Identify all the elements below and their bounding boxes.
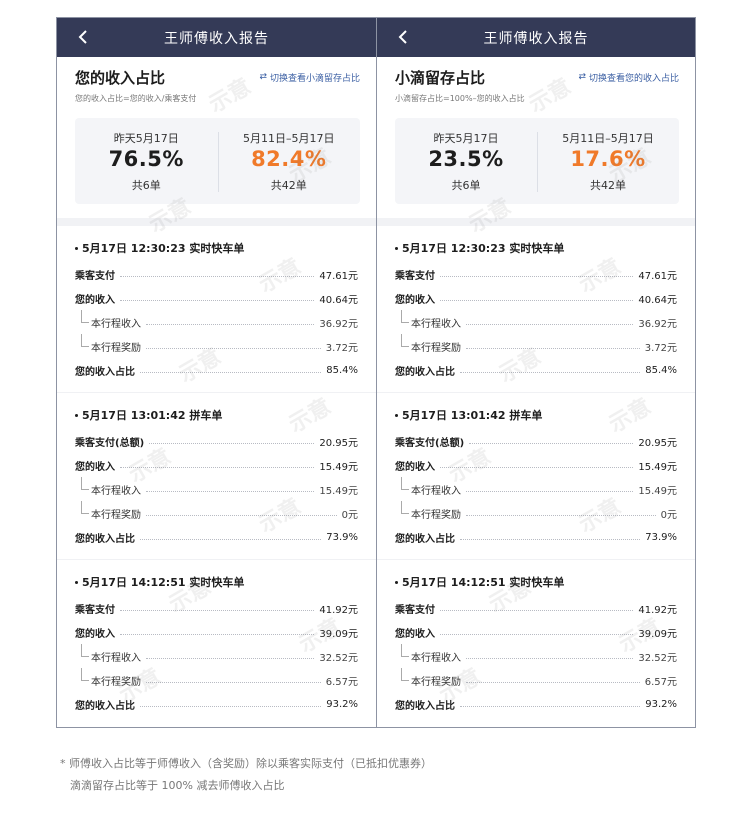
order-list: 5月17日 12:30:23 实时快车单 乘客支付 47.61元 您的收入 40.6… <box>377 226 695 727</box>
row-income: 您的收入 15.49元 <box>75 461 358 473</box>
stat-count: 共6单 <box>131 178 161 192</box>
stat-week: 5月11日–5月17日 17.6% 共42单 <box>537 130 679 193</box>
order-item: 5月17日 12:30:23 实时快车单 乘客支付 47.61元 您的收入 40.6… <box>377 226 695 393</box>
stat-yesterday: 昨天5月17日 23.5% 共6单 <box>395 130 537 193</box>
row-trip-income: 本行程收入 15.49元 <box>395 477 677 501</box>
order-item: 5月17日 13:01:42 拼车单 乘客支付(总额) 20.95元 您的收入 15… <box>57 393 376 560</box>
row-ratio: 您的收入占比 93.2% <box>395 698 677 712</box>
summary-card: 小滴留存占比 ⇄ 切换查看您的收入占比 小滴留存占比=100%–您的收入占比 昨… <box>377 57 695 226</box>
header-bar: 王师傅收入报告 <box>377 18 695 57</box>
order-title: 5月17日 13:01:42 拼车单 <box>82 409 223 422</box>
row-passenger-pay: 乘客支付(总额) 20.95元 <box>395 437 677 449</box>
order-title: 5月17日 12:30:23 实时快车单 <box>82 242 245 255</box>
panels-container: 王师傅收入报告 您的收入占比 ⇄ 切换查看小滴留存占比 您的收入占比=您的收入/… <box>56 17 696 728</box>
row-trip-income: 本行程收入 32.52元 <box>75 644 358 668</box>
bullet-dot-icon <box>395 246 398 250</box>
order-item: 5月17日 12:30:23 实时快车单 乘客支付 47.61元 您的收入 40.6… <box>57 226 376 393</box>
income-ratio-panel: 王师傅收入报告 您的收入占比 ⇄ 切换查看小滴留存占比 您的收入占比=您的收入/… <box>57 18 376 727</box>
footnote-line-2: 滴滴留存占比等于 100% 减去师傅收入占比 <box>70 779 285 792</box>
stat-count: 共42单 <box>270 178 307 192</box>
switch-view-link[interactable]: ⇄ 切换查看您的收入占比 <box>578 71 679 85</box>
stat-value: 76.5% <box>108 146 184 171</box>
order-title: 5月17日 12:30:23 实时快车单 <box>402 242 565 255</box>
row-ratio: 您的收入占比 73.9% <box>75 531 358 545</box>
stat-date: 5月11日–5月17日 <box>562 131 654 145</box>
row-trip-bonus: 本行程奖励 3.72元 <box>75 334 358 358</box>
back-chevron-left-icon[interactable] <box>393 27 413 47</box>
summary-card: 您的收入占比 ⇄ 切换查看小滴留存占比 您的收入占比=您的收入/乘客支付 昨天5… <box>57 57 376 226</box>
stat-value: 82.4% <box>251 146 327 171</box>
order-item: 5月17日 13:01:42 拼车单 乘客支付(总额) 20.95元 您的收入 15… <box>377 393 695 560</box>
switch-view-label: 切换查看您的收入占比 <box>588 74 679 84</box>
stat-value: 17.6% <box>570 146 646 171</box>
formula-text: 您的收入占比=您的收入/乘客支付 <box>75 94 197 103</box>
switch-view-label: 切换查看小滴留存占比 <box>269 74 360 84</box>
bullet-dot-icon <box>395 580 398 584</box>
switch-view-link[interactable]: ⇄ 切换查看小滴留存占比 <box>259 71 360 85</box>
stat-value: 23.5% <box>428 146 504 171</box>
section-title: 您的收入占比 <box>75 69 166 87</box>
bullet-dot-icon <box>75 413 78 417</box>
footnote: * 师傅收入占比等于师傅收入（含奖励）除以乘客实际支付（已抵扣优惠券） 滴滴留存… <box>60 753 432 797</box>
row-income: 您的收入 40.64元 <box>395 294 677 306</box>
row-income: 您的收入 40.64元 <box>75 294 358 306</box>
row-trip-income: 本行程收入 36.92元 <box>75 310 358 334</box>
stat-count: 共6单 <box>451 178 481 192</box>
page-title: 王师傅收入报告 <box>483 30 589 47</box>
row-trip-bonus: 本行程奖励 0元 <box>395 501 677 525</box>
header-bar: 王师傅收入报告 <box>57 18 376 57</box>
bullet-dot-icon <box>75 246 78 250</box>
row-passenger-pay: 乘客支付 41.92元 <box>395 604 677 616</box>
order-list: 5月17日 12:30:23 实时快车单 乘客支付 47.61元 您的收入 40.6… <box>57 226 376 727</box>
order-title: 5月17日 13:01:42 拼车单 <box>402 409 543 422</box>
row-trip-bonus: 本行程奖励 6.57元 <box>395 668 677 692</box>
stats-box: 昨天5月17日 76.5% 共6单 5月11日–5月17日 82.4% 共42单 <box>75 118 360 204</box>
row-ratio: 您的收入占比 73.9% <box>395 531 677 545</box>
row-income: 您的收入 15.49元 <box>395 461 677 473</box>
row-trip-income: 本行程收入 32.52元 <box>395 644 677 668</box>
stat-week: 5月11日–5月17日 82.4% 共42单 <box>217 130 361 193</box>
bullet-dot-icon <box>75 580 78 584</box>
swap-arrows-icon: ⇄ <box>259 72 267 82</box>
formula-text: 小滴留存占比=100%–您的收入占比 <box>395 94 525 103</box>
row-passenger-pay: 乘客支付 47.61元 <box>395 270 677 282</box>
row-trip-bonus: 本行程奖励 6.57元 <box>75 668 358 692</box>
stats-box: 昨天5月17日 23.5% 共6单 5月11日–5月17日 17.6% 共42单 <box>395 118 679 204</box>
row-passenger-pay: 乘客支付 47.61元 <box>75 270 358 282</box>
stat-yesterday: 昨天5月17日 76.5% 共6单 <box>75 130 218 193</box>
retention-ratio-panel: 王师傅收入报告 小滴留存占比 ⇄ 切换查看您的收入占比 小滴留存占比=100%–… <box>376 18 695 727</box>
stat-date: 5月11日–5月17日 <box>243 131 335 145</box>
row-income: 您的收入 39.09元 <box>75 628 358 640</box>
footnote-line-1: * 师傅收入占比等于师傅收入（含奖励）除以乘客实际支付（已抵扣优惠券） <box>60 757 432 770</box>
order-item: 5月17日 14:12:51 实时快车单 乘客支付 41.92元 您的收入 39.0… <box>377 560 695 727</box>
row-passenger-pay: 乘客支付 41.92元 <box>75 604 358 616</box>
swap-arrows-icon: ⇄ <box>578 72 586 82</box>
order-item: 5月17日 14:12:51 实时快车单 乘客支付 41.92元 您的收入 39.0… <box>57 560 376 727</box>
bullet-dot-icon <box>395 413 398 417</box>
row-ratio: 您的收入占比 85.4% <box>395 364 677 378</box>
row-passenger-pay: 乘客支付(总额) 20.95元 <box>75 437 358 449</box>
row-ratio: 您的收入占比 85.4% <box>75 364 358 378</box>
stat-date: 昨天5月17日 <box>113 131 179 145</box>
row-trip-income: 本行程收入 36.92元 <box>395 310 677 334</box>
row-trip-income: 本行程收入 15.49元 <box>75 477 358 501</box>
order-title: 5月17日 14:12:51 实时快车单 <box>82 576 245 589</box>
row-ratio: 您的收入占比 93.2% <box>75 698 358 712</box>
page-title: 王师傅收入报告 <box>164 30 269 47</box>
row-trip-bonus: 本行程奖励 3.72元 <box>395 334 677 358</box>
order-title: 5月17日 14:12:51 实时快车单 <box>402 576 565 589</box>
back-chevron-left-icon[interactable] <box>73 27 93 47</box>
stat-count: 共42单 <box>590 178 626 192</box>
stat-date: 昨天5月17日 <box>433 131 499 145</box>
section-title: 小滴留存占比 <box>395 69 486 87</box>
row-income: 您的收入 39.09元 <box>395 628 677 640</box>
row-trip-bonus: 本行程奖励 0元 <box>75 501 358 525</box>
